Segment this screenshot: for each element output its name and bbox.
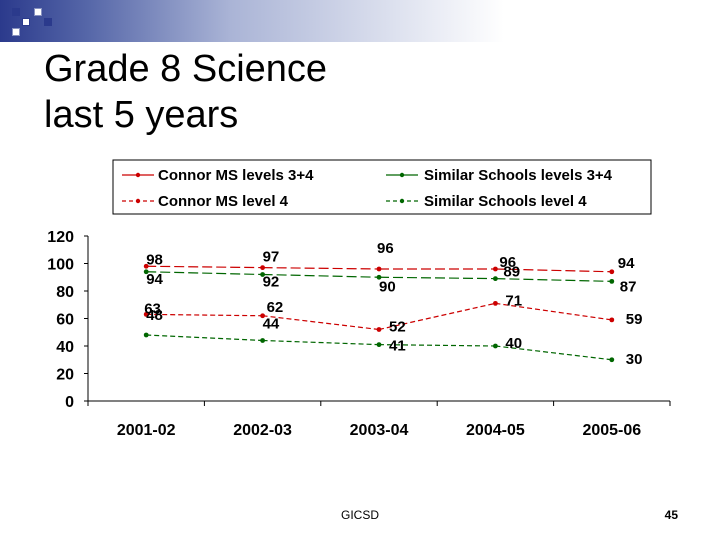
series-segment xyxy=(146,271,263,276)
data-label: 97 xyxy=(263,249,280,266)
legend-marker xyxy=(135,198,141,204)
data-label: 92 xyxy=(263,274,280,291)
footer-text: GICSD xyxy=(340,508,379,522)
data-label: 44 xyxy=(263,316,280,333)
data-label: 63 xyxy=(144,300,161,317)
legend-label: Similar Schools levels 3+4 xyxy=(424,167,613,184)
legend-marker xyxy=(399,198,405,204)
series-segment xyxy=(495,268,612,273)
series-segment xyxy=(378,302,496,331)
series-segment xyxy=(262,339,380,346)
series-segment xyxy=(146,265,263,269)
y-tick-label: 120 xyxy=(47,229,74,246)
data-point xyxy=(493,266,498,272)
series-segment xyxy=(262,273,380,278)
series-segment xyxy=(378,276,496,280)
data-point xyxy=(609,269,615,275)
data-point xyxy=(143,269,149,275)
legend-label: Similar Schools level 4 xyxy=(424,193,587,210)
series-segment xyxy=(262,315,380,331)
decorative-square xyxy=(12,28,20,36)
data-point xyxy=(376,342,382,348)
data-point xyxy=(143,311,149,317)
data-label: 48 xyxy=(146,307,163,324)
legend-label: Connor MS levels 3+4 xyxy=(158,167,314,184)
decorative-square xyxy=(12,8,20,16)
data-label: 90 xyxy=(379,278,396,295)
data-label: 40 xyxy=(505,335,522,352)
data-point xyxy=(609,317,615,323)
slide-title-line2: last 5 years xyxy=(44,94,239,136)
page-number: 45 xyxy=(664,508,678,522)
x-tick-label: 2001-02 xyxy=(117,422,176,439)
series-segment xyxy=(146,313,263,317)
y-tick-label: 0 xyxy=(65,394,74,411)
data-point xyxy=(493,343,498,349)
decorative-square xyxy=(22,18,30,26)
x-tick-label: 2004-05 xyxy=(466,422,525,439)
x-tick-label: 2002-03 xyxy=(233,422,292,439)
data-point xyxy=(260,313,265,319)
data-label: 87 xyxy=(620,278,637,295)
decorative-square xyxy=(44,18,52,26)
data-label: 71 xyxy=(505,292,522,309)
x-tick-label: 2003-04 xyxy=(350,422,409,439)
series-segment xyxy=(146,334,263,342)
data-label: 94 xyxy=(618,255,635,272)
y-tick-label: 80 xyxy=(56,284,74,301)
series-segment xyxy=(378,344,496,347)
data-label: 96 xyxy=(377,240,394,257)
decorative-square xyxy=(34,8,42,16)
y-tick-label: 40 xyxy=(56,339,74,356)
series-segment xyxy=(495,278,612,282)
data-label: 30 xyxy=(626,351,643,368)
series-segment xyxy=(262,267,380,270)
legend-box xyxy=(112,159,652,215)
data-label: 89 xyxy=(503,264,520,281)
data-point xyxy=(609,357,615,363)
data-point xyxy=(493,300,498,306)
data-label: 98 xyxy=(146,251,163,268)
data-point xyxy=(260,272,265,277)
data-label: 62 xyxy=(267,299,284,316)
data-point xyxy=(260,265,265,271)
data-point xyxy=(376,266,382,272)
slide-title: Grade 8 Science last 5 years xyxy=(44,46,644,138)
data-point xyxy=(260,338,265,343)
slide-title-line1: Grade 8 Science xyxy=(44,48,328,90)
y-tick-label: 20 xyxy=(56,367,74,384)
data-label: 96 xyxy=(499,254,516,271)
data-label: 59 xyxy=(626,311,643,328)
data-point xyxy=(493,276,498,282)
x-tick-label: 2005-06 xyxy=(582,422,641,439)
data-point xyxy=(143,263,149,269)
series-segment xyxy=(495,345,612,361)
series-segment xyxy=(495,302,612,321)
data-label: 52 xyxy=(389,319,406,336)
data-point xyxy=(143,332,149,338)
data-label: 94 xyxy=(146,271,163,288)
title-band xyxy=(0,0,720,42)
data-point xyxy=(609,278,615,284)
data-point xyxy=(376,274,382,280)
legend-marker xyxy=(135,172,141,178)
data-point xyxy=(376,327,382,332)
legend-marker xyxy=(399,172,405,178)
data-label: 41 xyxy=(389,338,406,355)
y-tick-label: 100 xyxy=(47,257,74,274)
y-tick-label: 60 xyxy=(56,312,74,329)
legend-label: Connor MS level 4 xyxy=(158,193,289,210)
